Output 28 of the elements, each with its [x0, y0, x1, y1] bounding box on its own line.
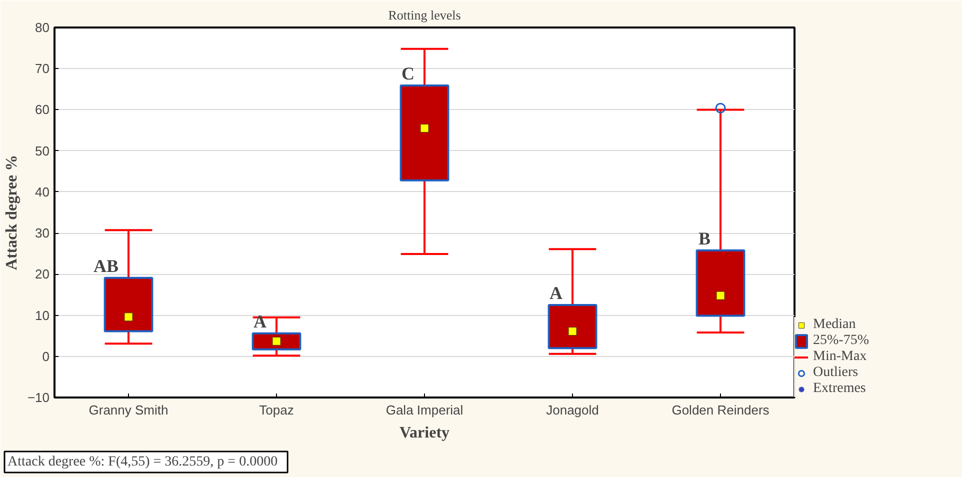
x-axis-title: Variety	[399, 424, 450, 442]
chart-title: Rotting levels	[388, 8, 461, 22]
annotation: C	[402, 63, 414, 84]
y-tick-label: 10	[35, 308, 50, 323]
legend-label: 25%-75%	[813, 333, 869, 349]
y-tick-label: 70	[35, 61, 50, 76]
x-tick-label: Topaz	[259, 402, 294, 418]
y-axis-title: Attack degree %	[3, 154, 20, 270]
x-tick-label: Golden Reinders	[672, 402, 770, 418]
x-tick-label: Jonagold	[546, 402, 599, 418]
legend-label: Median	[813, 317, 856, 333]
annotation: AB	[93, 256, 119, 276]
text: Attack degree %: F(4,55) = 36.2559, p = 0.0000	[8, 454, 278, 470]
y-tick-label: 80	[35, 20, 50, 35]
y-tick-label: 50	[35, 143, 50, 158]
annotation: A	[550, 283, 562, 303]
y-tick-label: 0	[42, 348, 50, 364]
y-tick-label: 60	[35, 102, 50, 118]
annotation: B	[698, 228, 711, 248]
y-tick-label: −10	[27, 390, 50, 405]
legend-label: Outliers	[813, 365, 858, 381]
y-tick-label: 40	[35, 184, 50, 200]
x-tick-label: Gala Imperial	[386, 402, 464, 418]
y-tick-label: 30	[35, 226, 50, 241]
legend-label: Extremes	[813, 381, 866, 397]
legend-label: Min-Max	[813, 349, 867, 365]
y-tick-label: 20	[35, 266, 50, 282]
x-tick-label: Granny Smith	[88, 402, 168, 418]
